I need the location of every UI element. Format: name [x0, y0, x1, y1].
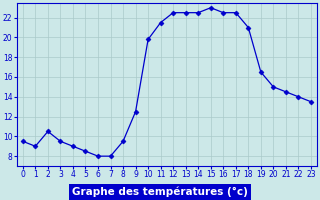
Text: Graphe des températures (°c): Graphe des températures (°c): [72, 187, 248, 197]
